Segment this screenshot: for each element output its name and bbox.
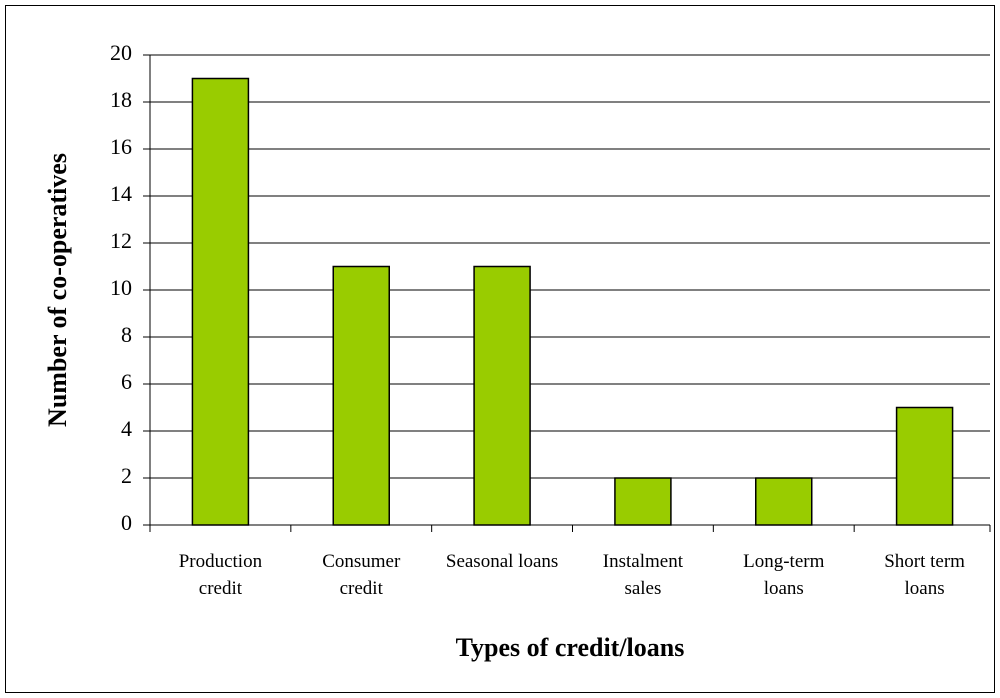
y-tick-label: 12 <box>110 228 132 253</box>
bar <box>614 477 672 526</box>
x-tick-label: Consumer credit <box>322 551 401 599</box>
y-tick-label: 18 <box>110 87 132 112</box>
x-axis-title: Types of credit/loans <box>456 633 685 662</box>
x-tick-label: Seasonal loans <box>445 551 559 572</box>
x-tick-label: Short term loans <box>884 551 965 599</box>
y-tick-label: 6 <box>121 369 132 394</box>
y-tick-label: 10 <box>110 275 132 300</box>
x-tick-label: Production credit <box>178 551 263 599</box>
y-tick-label: 2 <box>121 463 132 488</box>
y-tick-label: 20 <box>110 40 132 65</box>
y-tick-label: 16 <box>110 134 132 159</box>
bar <box>191 77 250 526</box>
bar <box>895 406 954 526</box>
y-tick-label: 0 <box>121 510 132 535</box>
y-tick-label: 8 <box>121 322 132 347</box>
bar <box>755 477 813 526</box>
x-tick-label: Long-term loans <box>743 551 825 599</box>
y-tick-label: 4 <box>121 416 132 441</box>
y-tick-label: 14 <box>110 181 132 206</box>
y-axis-title: Number of co-operatives <box>43 153 72 427</box>
bar <box>332 265 390 526</box>
x-tick-label: Instalment sales <box>602 551 683 599</box>
bar <box>473 265 531 526</box>
